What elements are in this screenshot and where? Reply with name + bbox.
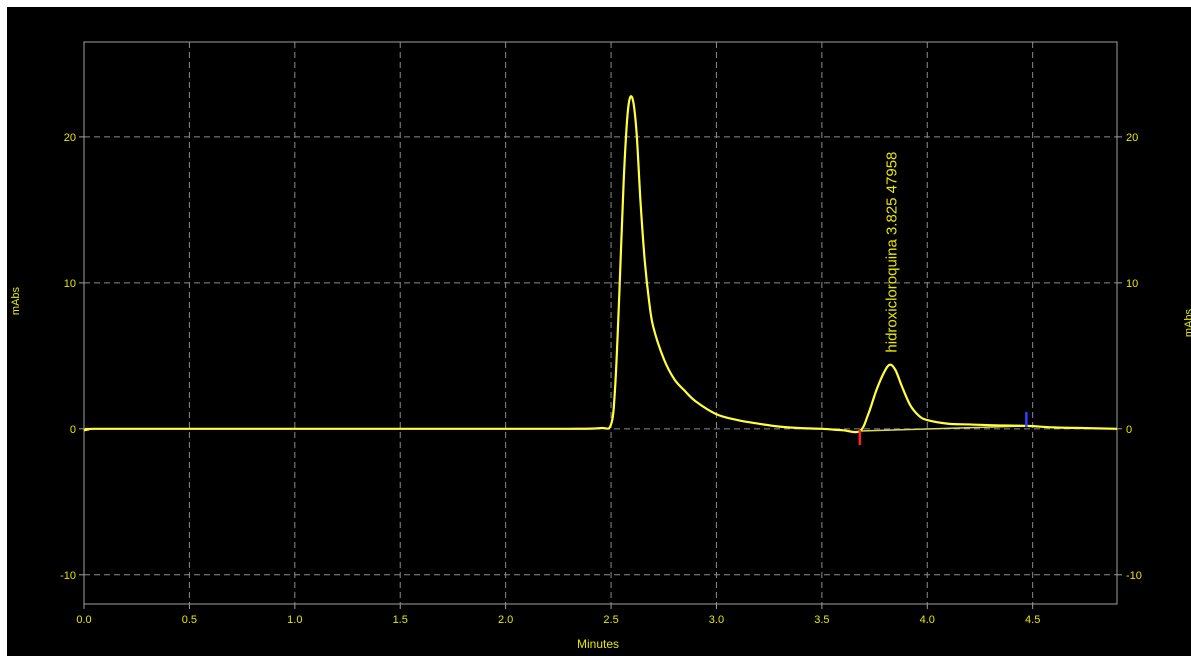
- peak-annotation-label: hidroxicloroquina 3.825 47958: [883, 152, 900, 353]
- chromatogram-svg: 0.0 0.5 1.0 1.5 2.0 2.5 3.0 3.5 4.0 4.5 -10 -10 0 0 10…: [10, 41, 1191, 651]
- tick-label-layer: 0.0 0.5 1.0 1.5 2.0 2.5 3.0 3.5 4.0 4.5 -10 -10 0 0 10…: [60, 132, 1142, 626]
- y-tick-label-right: 20: [1126, 132, 1138, 144]
- y-tick-label-right: -10: [1126, 570, 1142, 582]
- axis-layer: [79, 41, 1122, 609]
- y-tick-label-right: 10: [1126, 278, 1138, 290]
- x-tick-label: 2.0: [498, 614, 513, 626]
- peak-marker-layer: [858, 411, 1028, 446]
- x-tick-label: 3.0: [709, 614, 724, 626]
- x-tick-label: 0.5: [182, 614, 197, 626]
- x-tick-label: 4.0: [920, 614, 935, 626]
- x-tick-label: 1.0: [287, 614, 302, 626]
- y-axis-label-left: mAbs: [10, 286, 22, 315]
- grid-layer: [84, 42, 1117, 604]
- x-tick-label: 3.5: [814, 614, 829, 626]
- y-axis-label-right: mAbs: [1183, 308, 1191, 337]
- x-tick-label: 2.5: [603, 614, 618, 626]
- y-tick-label-left: 20: [64, 132, 76, 144]
- y-tick-label-right: 0: [1126, 424, 1132, 436]
- y-tick-label-left: -10: [60, 570, 76, 582]
- x-tick-label: 0.0: [76, 614, 91, 626]
- annotation-layer: hidroxicloroquina 3.825 47958: [883, 152, 900, 353]
- plot-frame: [83, 41, 1118, 605]
- series-layer: [83, 95, 1118, 434]
- y-tick-label-left: 0: [70, 424, 76, 436]
- x-axis-label: Minutes: [577, 637, 619, 651]
- chromatogram-chart: 0.0 0.5 1.0 1.5 2.0 2.5 3.0 3.5 4.0 4.5 -10 -10 0 0 10…: [7, 7, 1191, 656]
- chromatogram-trace: [83, 95, 1118, 434]
- x-tick-label: 1.5: [393, 614, 408, 626]
- y-tick-label-left: 10: [64, 278, 76, 290]
- integration-baseline: [859, 425, 1027, 432]
- x-tick-label: 4.5: [1025, 614, 1040, 626]
